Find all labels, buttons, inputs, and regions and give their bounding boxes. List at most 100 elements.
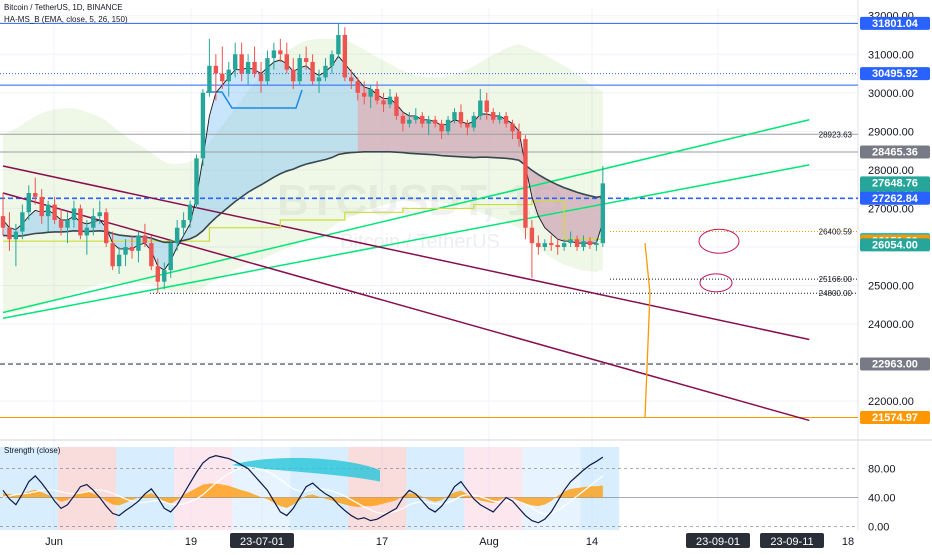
candle-body-4 xyxy=(26,193,31,213)
candle-body-5 xyxy=(33,193,38,197)
candle-body-29 xyxy=(187,204,193,220)
candle-body-79 xyxy=(510,123,515,132)
osc-stripe-66 xyxy=(425,447,446,530)
candle-body-18 xyxy=(116,254,122,267)
candle-body-30 xyxy=(194,158,199,205)
x-tick-bg-7 xyxy=(760,533,824,548)
candle-body-28 xyxy=(181,220,186,228)
candle-body-50 xyxy=(323,65,328,78)
candle-body-35 xyxy=(226,69,231,82)
ema-fast-line xyxy=(2,55,604,271)
x-tick-label-6: 23-09-01 xyxy=(696,536,740,548)
price-tag-1: 30495.92 xyxy=(872,68,918,80)
osc-tick-label-0: 0.00 xyxy=(868,521,889,533)
osc-stripe-51 xyxy=(328,447,349,530)
watermark-ticker: BTCUSDT, 1D xyxy=(277,176,563,225)
candle-body-38 xyxy=(245,61,251,74)
x-tick-label-7: 23-09-11 xyxy=(770,536,813,548)
osc-stripe-24 xyxy=(154,447,175,530)
indicator-title[interactable]: HA-MS_B (EMA, close, 5, 26, 150) xyxy=(4,15,128,24)
osc-stripe-84 xyxy=(541,447,562,530)
osc-stripe-57 xyxy=(367,447,387,530)
candle-body-51 xyxy=(329,54,335,66)
osc-stripe-12 xyxy=(77,447,97,530)
candle-body-48 xyxy=(310,61,315,82)
oscillator-title[interactable]: Strength (close) xyxy=(4,446,61,455)
candle-body-23 xyxy=(149,243,154,267)
candle-body-57 xyxy=(368,88,373,97)
candle-body-68 xyxy=(439,123,444,132)
candle-body-69 xyxy=(445,119,451,132)
price-tag-7: 26054.00 xyxy=(872,239,918,251)
x-tick-label-5: 14 xyxy=(586,536,598,548)
x-tick-label-3: 17 xyxy=(376,536,388,548)
x-tick-bg-6 xyxy=(686,533,750,548)
price-tag-4: 27262.84 xyxy=(872,193,919,205)
osc-stripe-3 xyxy=(19,447,39,530)
price-tag-bg-7 xyxy=(860,238,930,252)
candle-body-59 xyxy=(381,100,386,105)
price-tag-3: 27648.76 xyxy=(872,177,918,189)
candle-body-22 xyxy=(142,235,148,244)
osc-line-primary xyxy=(2,455,604,524)
price-tag-bg-4 xyxy=(860,191,930,205)
candle-body-45 xyxy=(291,69,296,82)
candle-body-3 xyxy=(20,212,25,232)
level-label-8: 24800.00 xyxy=(819,289,853,298)
price-tag-bg-8 xyxy=(860,357,930,371)
highlight-ellipse-lower xyxy=(699,273,733,293)
ema-cloud xyxy=(3,56,603,271)
candle-body-67 xyxy=(432,119,438,124)
y-tick-label-5: 27000.00 xyxy=(868,203,914,215)
candle-body-7 xyxy=(45,204,51,217)
candle-body-16 xyxy=(104,212,109,244)
x-tick-label-0: Jun xyxy=(45,536,63,548)
candle-body-41 xyxy=(265,58,270,82)
osc-stripe-72 xyxy=(464,447,484,530)
candle-body-86 xyxy=(555,245,560,247)
candle-body-8 xyxy=(52,204,57,220)
candle-body-44 xyxy=(284,54,289,70)
candle-body-33 xyxy=(213,65,219,74)
price-tag-bg-1 xyxy=(860,67,930,81)
symbol-title[interactable]: Bitcoin / TetherUS, 1D, BINANCE xyxy=(4,3,123,12)
candle-body-64 xyxy=(413,115,418,120)
price-tag-8: 22963.00 xyxy=(872,359,918,371)
y-tick-label-6: 28000.00 xyxy=(868,165,914,177)
candle-body-25 xyxy=(162,270,167,282)
candle-body-80 xyxy=(516,131,522,140)
candle-body-74 xyxy=(478,100,483,116)
price-tag-bg-9 xyxy=(860,411,930,425)
candle-body-90 xyxy=(581,241,586,247)
x-tick-label-8: 18 xyxy=(842,536,854,548)
candle-body-43 xyxy=(278,50,283,55)
trendline-green-upper xyxy=(2,119,810,314)
candle-body-19 xyxy=(123,246,128,255)
candle-body-6 xyxy=(39,196,44,217)
candle-body-53 xyxy=(342,34,348,78)
candle-body-9 xyxy=(58,220,64,228)
y-tick-label-7: 29000.00 xyxy=(868,126,914,138)
candle-body-66 xyxy=(426,119,431,124)
osc-stripe-27 xyxy=(174,447,194,530)
candle-body-34 xyxy=(220,73,225,82)
candle-body-93 xyxy=(600,183,606,244)
highlight-ellipse-upper xyxy=(698,228,740,254)
candle-body-85 xyxy=(549,243,554,246)
candle-body-55 xyxy=(355,81,360,93)
level-label-7: 25166.00 xyxy=(819,275,853,284)
candle-body-54 xyxy=(349,77,354,82)
candle-body-20 xyxy=(129,246,135,251)
osc-stripe-6 xyxy=(38,447,59,530)
osc-stripe-9 xyxy=(58,447,78,530)
candle-body-40 xyxy=(258,73,264,82)
osc-stripe-81 xyxy=(522,447,542,530)
x-tick-label-2: 23-07-01 xyxy=(240,536,284,548)
axis-layer: 22000.0023000.0024000.0025000.0026000.00… xyxy=(45,11,930,548)
price-tag-bg-0 xyxy=(860,16,930,30)
watermark-layer: BTCUSDT, 1D Bitcoin / TetherUS xyxy=(277,176,563,253)
candle-body-47 xyxy=(303,58,309,62)
y-tick-label-0: 22000.00 xyxy=(868,396,914,408)
candle-body-2 xyxy=(13,231,19,240)
